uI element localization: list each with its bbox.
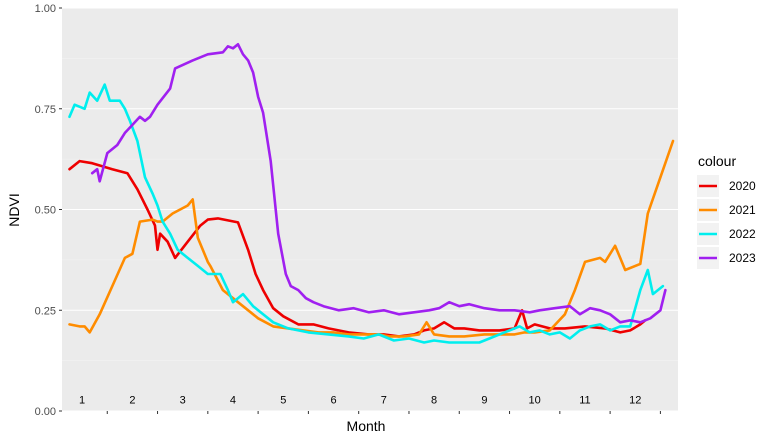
series-line-2020: [68, 159, 647, 338]
month-label: 8: [431, 395, 437, 407]
series-line-2023: [90, 43, 667, 324]
series-line-2021: [68, 139, 675, 338]
legend-label-2021: 2021: [729, 203, 756, 217]
axes: 0.00 0.25 0.50 0.75 1.00: [35, 3, 661, 418]
month-label: 4: [230, 395, 236, 407]
legend-label-2023: 2023: [729, 251, 756, 265]
month-label: 6: [330, 395, 336, 407]
month-labels: 1 2 3 4 5 6 7 8 9 10 11 12: [79, 395, 641, 407]
x-axis-title: Month: [347, 418, 386, 434]
month-label: 9: [481, 395, 487, 407]
series-line-2022: [68, 83, 665, 344]
month-label: 3: [180, 395, 186, 407]
legend: colour 2020 2021 2022 2023: [697, 153, 756, 269]
legend-label-2022: 2022: [729, 227, 756, 241]
y-tick-label: 0.00: [35, 406, 56, 418]
y-tick-label: 0.50: [35, 205, 56, 217]
month-label: 10: [529, 395, 541, 407]
y-tick-label: 0.25: [35, 305, 56, 317]
legend-title: colour: [698, 153, 736, 169]
month-label: 12: [629, 395, 641, 407]
y-axis-title: NDVI: [6, 193, 22, 226]
month-label: 7: [381, 395, 387, 407]
month-label: 2: [129, 395, 135, 407]
month-label: 11: [579, 395, 590, 407]
series-lines: [68, 43, 675, 344]
month-label: 5: [280, 395, 286, 407]
y-tick-label: 1.00: [35, 3, 56, 15]
legend-label-2020: 2020: [729, 179, 756, 193]
y-tick-label: 0.75: [35, 104, 56, 116]
month-label: 1: [79, 395, 85, 407]
